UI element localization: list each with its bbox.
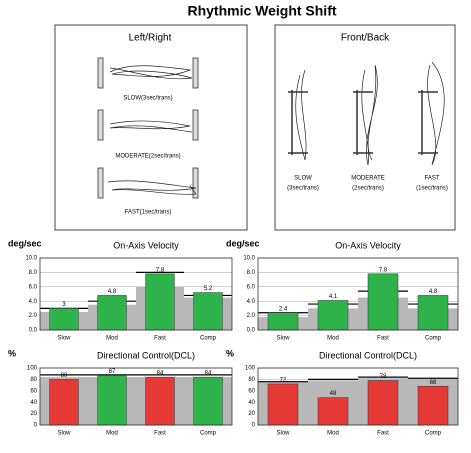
value-label: 87 bbox=[109, 369, 116, 375]
y-tick-label: 20 bbox=[248, 411, 255, 417]
y-tick-label: 100 bbox=[27, 366, 38, 372]
y-tick-label: 40 bbox=[30, 400, 37, 406]
page: Rhythmic Weight Shift Left/Right SLOW(3s… bbox=[0, 0, 471, 448]
value-label: 84 bbox=[205, 371, 212, 377]
y-tick-label: 0.0 bbox=[247, 328, 256, 334]
y-tick-label: 8.0 bbox=[247, 270, 256, 276]
x-tick-label: Fast bbox=[154, 336, 166, 342]
trace-label: SLOW bbox=[294, 176, 312, 182]
y-tick-label: 40 bbox=[248, 400, 255, 406]
x-tick-label: Fast bbox=[154, 431, 166, 437]
panel-box bbox=[55, 25, 247, 230]
page-title: Rhythmic Weight Shift bbox=[187, 3, 336, 19]
trace-label: FAST(1sec/trans) bbox=[125, 210, 172, 216]
value-label: 72 bbox=[280, 378, 287, 384]
chart-title: Directional Control(DCL) bbox=[319, 350, 417, 360]
trace-label: MODERATE(2sec/trans) bbox=[115, 154, 180, 160]
value-label: 2.4 bbox=[279, 306, 288, 312]
bar bbox=[146, 377, 175, 425]
y-tick-label: 10.0 bbox=[25, 256, 37, 262]
value-label: 4.8 bbox=[108, 289, 117, 295]
panel-title: Front/Back bbox=[341, 33, 390, 44]
y-tick-label: 2.0 bbox=[29, 313, 38, 319]
y-tick-label: 0 bbox=[34, 423, 38, 429]
unit-label: deg/sec bbox=[226, 238, 260, 248]
y-tick-label: 0 bbox=[252, 423, 256, 429]
bar bbox=[194, 377, 223, 425]
trace-label: FAST bbox=[424, 176, 439, 182]
trace-label: MODERATE bbox=[351, 176, 385, 182]
y-tick-label: 4.0 bbox=[29, 299, 38, 305]
value-label: 7.8 bbox=[156, 267, 165, 273]
x-tick-label: Comp bbox=[425, 336, 442, 342]
value-label: 48 bbox=[330, 391, 337, 397]
y-tick-label: 0.0 bbox=[29, 328, 38, 334]
bar bbox=[418, 386, 448, 425]
bar bbox=[50, 379, 79, 425]
bar bbox=[98, 295, 127, 330]
bar bbox=[194, 293, 223, 330]
x-tick-label: Comp bbox=[425, 431, 442, 437]
y-tick-label: 8.0 bbox=[29, 270, 38, 276]
bar bbox=[98, 375, 127, 425]
x-tick-label: Comp bbox=[200, 336, 217, 342]
bar bbox=[418, 295, 448, 330]
value-label: 80 bbox=[61, 373, 68, 379]
chart-title: Directional Control(DCL) bbox=[97, 350, 195, 360]
bar bbox=[368, 381, 398, 425]
x-tick-label: Comp bbox=[200, 431, 217, 437]
value-label: 7.8 bbox=[379, 267, 388, 273]
y-tick-label: 10.0 bbox=[243, 256, 255, 262]
trace-label: SLOW(3sec/trans) bbox=[123, 96, 172, 102]
bar bbox=[368, 274, 398, 330]
chart-title: On-Axis Velocity bbox=[335, 240, 401, 250]
x-tick-label: Slow bbox=[276, 336, 290, 342]
bar bbox=[318, 398, 348, 425]
x-tick-label: Fast bbox=[377, 431, 389, 437]
x-tick-label: Mod bbox=[106, 336, 118, 342]
chart-title: On-Axis Velocity bbox=[113, 240, 179, 250]
y-tick-label: 60 bbox=[248, 388, 255, 394]
value-label: 84 bbox=[157, 371, 164, 377]
x-tick-label: Mod bbox=[327, 431, 339, 437]
value-label: 78 bbox=[380, 374, 387, 380]
x-tick-label: Mod bbox=[106, 431, 118, 437]
bar bbox=[318, 300, 348, 330]
y-tick-label: 80 bbox=[248, 377, 255, 383]
bar bbox=[146, 274, 175, 330]
bar bbox=[50, 308, 79, 330]
value-label: 3 bbox=[62, 302, 66, 308]
y-tick-label: 60 bbox=[30, 388, 37, 394]
value-label: 4.1 bbox=[329, 294, 338, 300]
trace-label: (1sec/trans) bbox=[416, 186, 448, 192]
x-tick-label: Slow bbox=[276, 431, 290, 437]
y-tick-label: 2.0 bbox=[247, 313, 256, 319]
y-tick-label: 20 bbox=[30, 411, 37, 417]
panel-title: Left/Right bbox=[129, 33, 172, 44]
axis-marks bbox=[288, 90, 438, 155]
unit-label: deg/sec bbox=[8, 238, 42, 248]
trace-label: (2sec/trans) bbox=[352, 186, 384, 192]
value-label: 5.2 bbox=[204, 286, 213, 292]
x-tick-label: Mod bbox=[327, 336, 339, 342]
y-tick-label: 80 bbox=[30, 377, 37, 383]
traces bbox=[108, 62, 444, 194]
value-label: 68 bbox=[430, 380, 437, 386]
bar bbox=[268, 384, 298, 425]
y-tick-label: 6.0 bbox=[29, 284, 38, 290]
unit-label: % bbox=[8, 348, 16, 358]
bar bbox=[268, 313, 298, 330]
unit-label: % bbox=[226, 348, 234, 358]
x-tick-label: Slow bbox=[57, 431, 71, 437]
y-tick-label: 100 bbox=[245, 366, 256, 372]
trace-label: (3sec/trans) bbox=[287, 186, 319, 192]
value-label: 4.8 bbox=[429, 289, 438, 295]
x-tick-label: Slow bbox=[57, 336, 71, 342]
x-tick-label: Fast bbox=[377, 336, 389, 342]
y-tick-label: 4.0 bbox=[247, 299, 256, 305]
y-tick-label: 6.0 bbox=[247, 284, 256, 290]
